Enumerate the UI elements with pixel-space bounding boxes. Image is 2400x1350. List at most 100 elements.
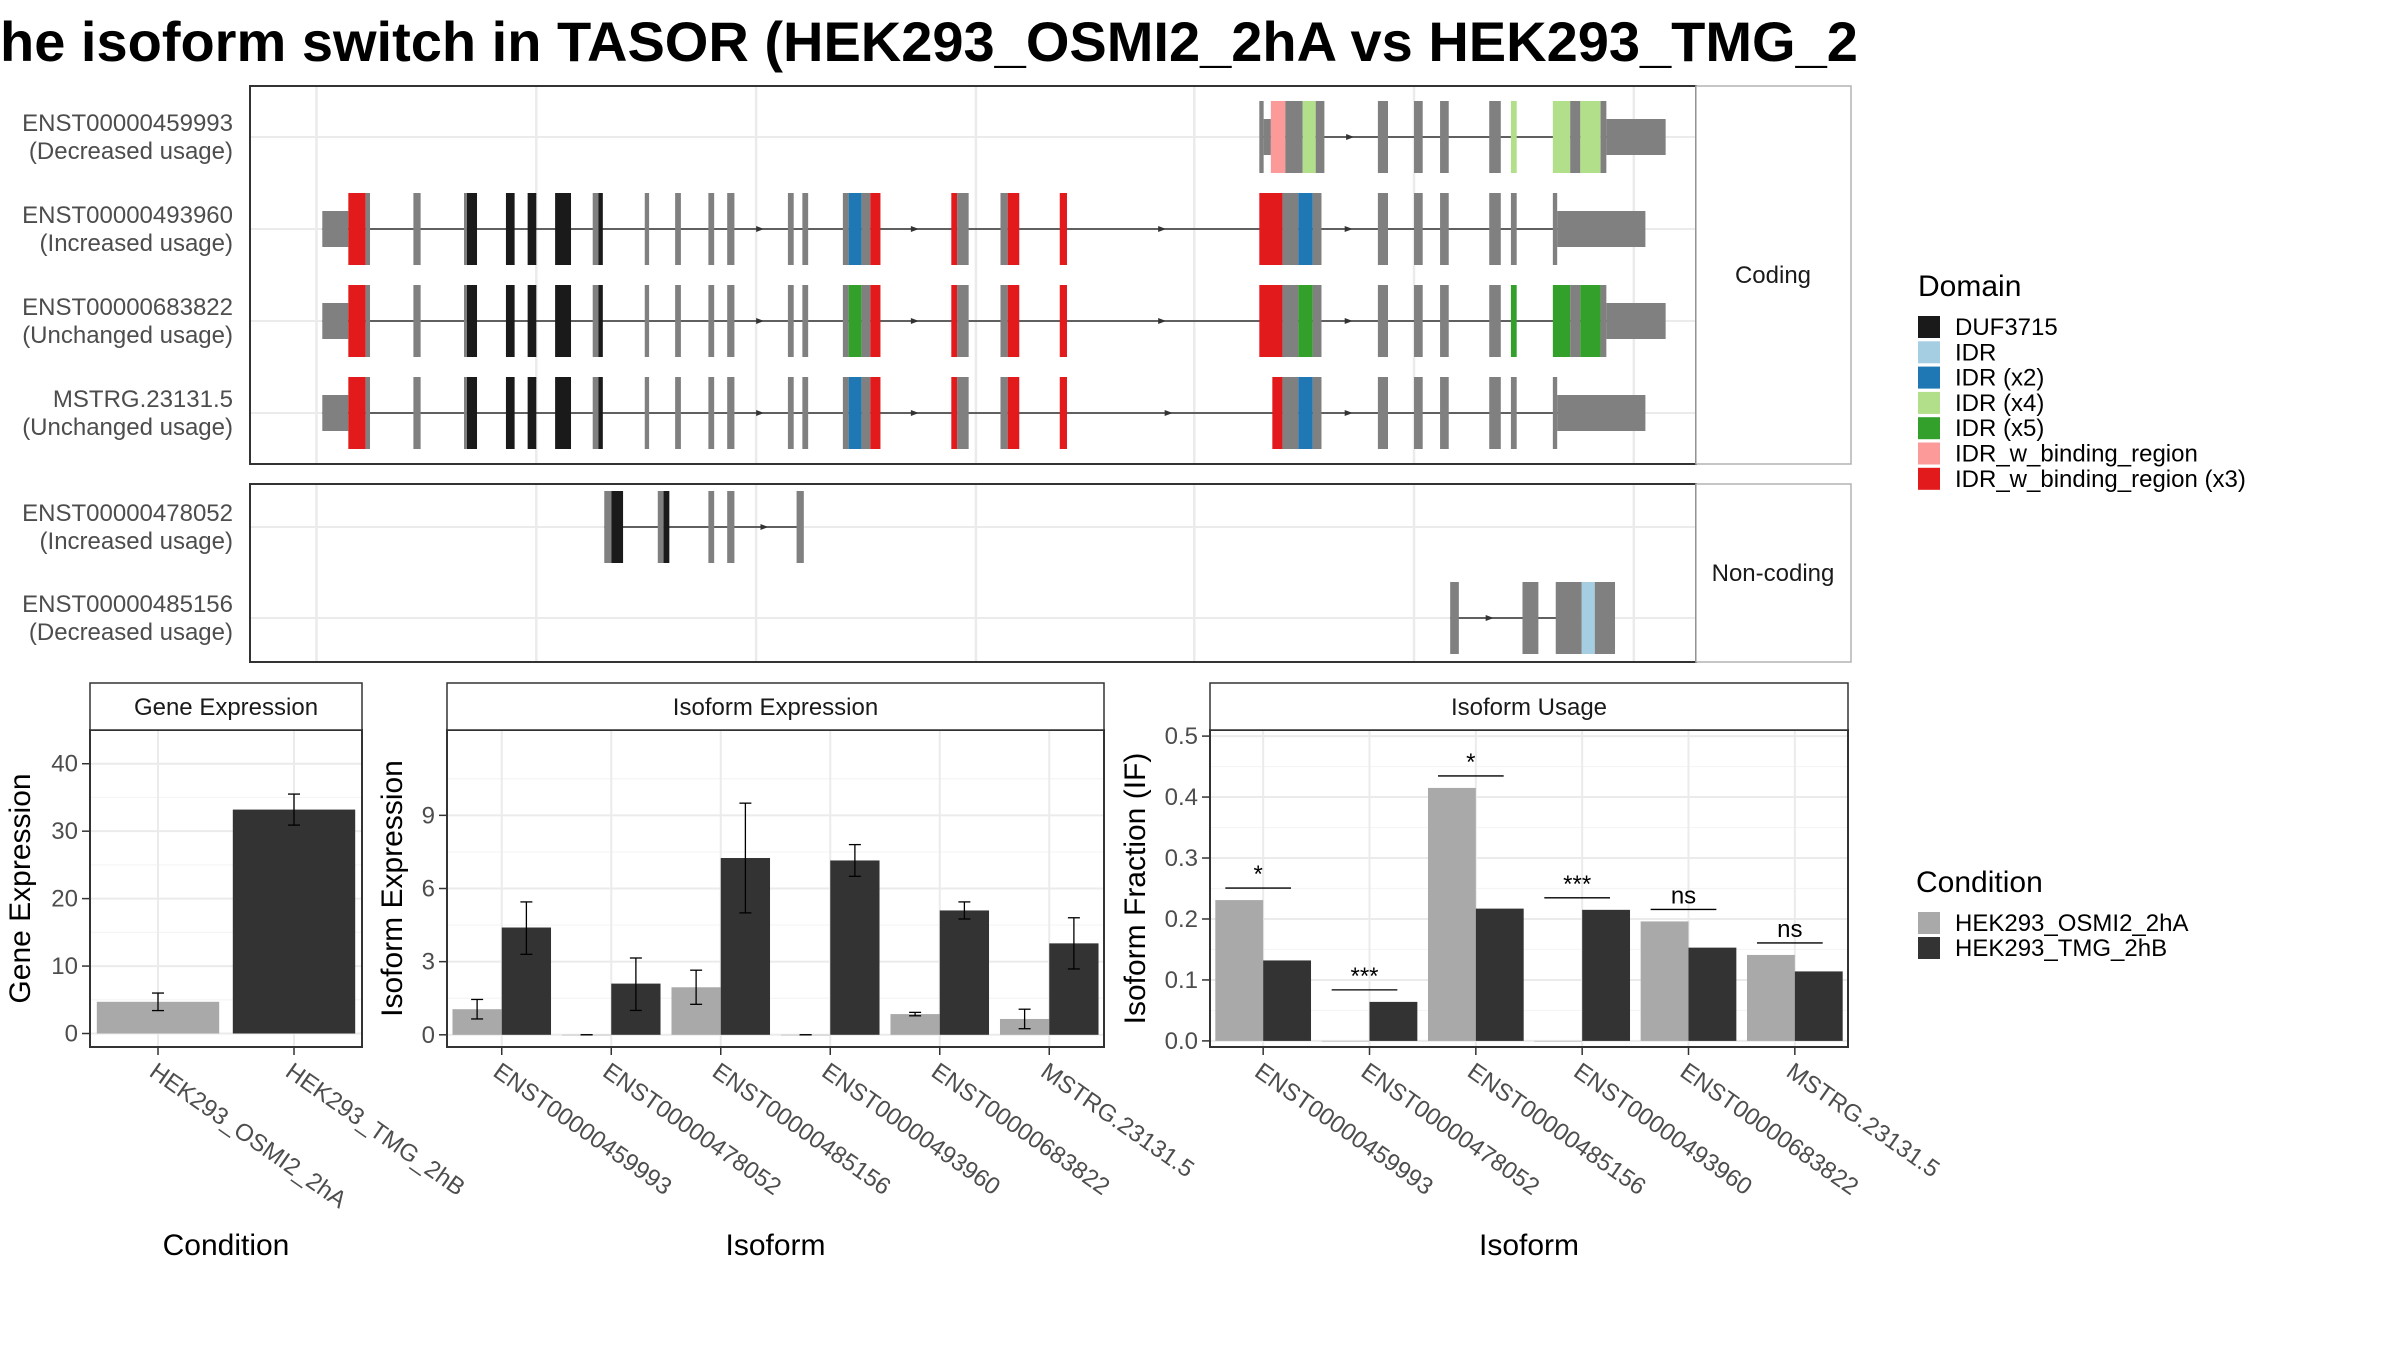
exon-domain bbox=[466, 285, 478, 357]
gene-expression-ytick-label: 30 bbox=[51, 818, 78, 845]
isoform-usage-xtick-label: ENST00000683822 bbox=[1675, 1058, 1863, 1201]
exon-coding bbox=[592, 193, 599, 265]
exon-coding bbox=[592, 285, 599, 357]
gene-expression-x-title: Condition bbox=[163, 1229, 290, 1262]
domain-legend-key bbox=[1918, 316, 1940, 338]
exon-domain bbox=[527, 377, 537, 449]
coding-panel-bg bbox=[250, 86, 1696, 464]
gene-expression-ytick-label: 0 bbox=[65, 1021, 78, 1048]
exon-coding bbox=[413, 377, 421, 449]
isoform-expression-xtick-label: ENST00000459993 bbox=[488, 1058, 676, 1201]
exon-domain bbox=[505, 193, 515, 265]
exon-coding bbox=[1414, 285, 1423, 357]
intron-arrow bbox=[756, 226, 765, 232]
exon-utr bbox=[1557, 395, 1646, 431]
exon-domain bbox=[1059, 285, 1067, 357]
exon-coding bbox=[365, 193, 371, 265]
exon-coding bbox=[644, 377, 650, 449]
exon-coding bbox=[592, 377, 599, 449]
intron-arrow bbox=[1344, 318, 1353, 324]
exon-coding bbox=[842, 285, 849, 357]
exon-utr bbox=[1263, 119, 1271, 155]
gene-expression-ytick-label: 20 bbox=[51, 886, 78, 913]
exon-coding bbox=[708, 193, 715, 265]
exon-coding bbox=[708, 377, 715, 449]
exon-coding bbox=[1000, 285, 1008, 357]
isoform-expression-y-title: Isoform Expression bbox=[376, 760, 409, 1017]
exon-noncoding bbox=[796, 491, 804, 563]
isoform-usage-ytick-label: 0.5 bbox=[1165, 723, 1198, 750]
exon-domain bbox=[466, 377, 478, 449]
exon-coding bbox=[464, 193, 467, 265]
exon-domain bbox=[951, 285, 958, 357]
intron-arrow bbox=[756, 318, 765, 324]
transcript-usage-label: (Unchanged usage) bbox=[22, 322, 233, 349]
isoform-usage-xtick-label: ENST00000485156 bbox=[1462, 1058, 1650, 1201]
exon-coding bbox=[1285, 101, 1303, 173]
exon-coding bbox=[727, 377, 735, 449]
exon-domain bbox=[1007, 285, 1020, 357]
exon-coding bbox=[802, 377, 809, 449]
exon-coding bbox=[1377, 101, 1389, 173]
exon-domain bbox=[348, 285, 366, 357]
noncoding-strip bbox=[1695, 483, 1852, 663]
domain-legend-key bbox=[1918, 391, 1940, 414]
isoform-expression-x-title: Isoform bbox=[725, 1229, 825, 1262]
isoform-usage-xtick-label: ENST00000459993 bbox=[1250, 1058, 1438, 1201]
exon-domain bbox=[1510, 101, 1517, 173]
isoform-usage-y-title: Isoform Fraction (IF) bbox=[1119, 753, 1152, 1025]
isoform-usage-xtick-label: ENST00000478052 bbox=[1356, 1058, 1544, 1201]
isoform-expression-ytick-label: 0 bbox=[422, 1022, 435, 1049]
exon-coding bbox=[842, 377, 849, 449]
isoform-usage-bar bbox=[1794, 971, 1843, 1041]
isoform-expression-ytick-label: 6 bbox=[422, 876, 435, 903]
transcript-id-label: ENST00000683822 bbox=[22, 294, 233, 321]
exon-coding bbox=[957, 377, 969, 449]
isoform-usage-sig-label: ns bbox=[1777, 916, 1802, 943]
exon-domain bbox=[1298, 193, 1313, 265]
exon-coding bbox=[1489, 101, 1501, 173]
isoform-expression-strip bbox=[446, 682, 1105, 731]
exon-domain bbox=[1059, 193, 1067, 265]
exon-domain bbox=[1552, 285, 1571, 357]
isoform-usage-ytick-label: 0.2 bbox=[1165, 906, 1198, 933]
intron-arrow bbox=[760, 524, 769, 530]
intron-arrow bbox=[1158, 226, 1167, 232]
exon-coding bbox=[1552, 193, 1558, 265]
exon-noncoding bbox=[657, 491, 664, 563]
isoform-usage-sig-label: * bbox=[1253, 861, 1262, 888]
isoform-expression-bar bbox=[939, 910, 990, 1035]
domain-legend-key bbox=[1918, 467, 1940, 490]
exon-domain bbox=[1272, 377, 1283, 449]
exon-domain bbox=[1580, 101, 1601, 173]
exon-coding bbox=[1440, 193, 1449, 265]
exon-coding bbox=[1259, 101, 1264, 173]
exon-coding bbox=[787, 285, 794, 357]
transcript-usage-label: (Unchanged usage) bbox=[22, 414, 233, 441]
isoform-usage-strip bbox=[1209, 682, 1849, 731]
exon-domain bbox=[598, 193, 603, 265]
exon-coding bbox=[644, 285, 650, 357]
transcript-id-label: MSTRG.23131.5 bbox=[53, 386, 233, 413]
isoform-usage-sig-label: *** bbox=[1563, 871, 1591, 898]
isoform-usage-ytick-label: 0.3 bbox=[1165, 845, 1198, 872]
exon-noncoding bbox=[604, 491, 612, 563]
exon-coding bbox=[1282, 193, 1299, 265]
exon-domain bbox=[951, 193, 958, 265]
intron-arrow bbox=[910, 226, 919, 232]
exon-noncoding bbox=[727, 491, 735, 563]
intron-arrow bbox=[1485, 615, 1494, 621]
transcript-id-label: ENST00000493960 bbox=[22, 202, 233, 229]
exon-domain bbox=[598, 377, 603, 449]
isoform-expression-ytick-label: 9 bbox=[422, 802, 435, 829]
exon-domain bbox=[1007, 377, 1020, 449]
exon-coding bbox=[1552, 377, 1558, 449]
exon-coding bbox=[957, 285, 969, 357]
exon-domain bbox=[1581, 582, 1595, 654]
exon-domain bbox=[505, 377, 515, 449]
transcript-id-label: ENST00000485156 bbox=[22, 591, 233, 618]
exon-coding bbox=[464, 285, 467, 357]
exon-noncoding bbox=[1555, 582, 1582, 654]
exon-utr bbox=[1606, 303, 1666, 339]
